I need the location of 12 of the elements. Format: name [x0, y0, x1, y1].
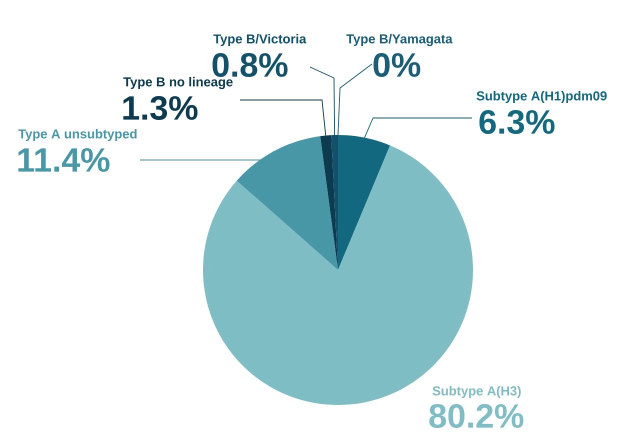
slice-label: Subtype A(H3) [432, 386, 521, 398]
data-label: 11.4% [18, 148, 110, 172]
category-label: Type B/Yamagata [346, 34, 453, 46]
data-label: 1.3% [123, 96, 198, 120]
slice-label: Type B no lineage [123, 76, 233, 90]
data-label: 80.2% [429, 404, 524, 428]
text: 0% [374, 53, 420, 77]
data-label: 6.3% [479, 110, 555, 134]
slice-label: Type B/Victoria [213, 34, 306, 46]
slice-label: Subtype A(H1)pdm09 [476, 90, 607, 104]
data-label: 0.8% [212, 53, 288, 77]
slice-label: Type A unsubtyped [18, 128, 137, 142]
